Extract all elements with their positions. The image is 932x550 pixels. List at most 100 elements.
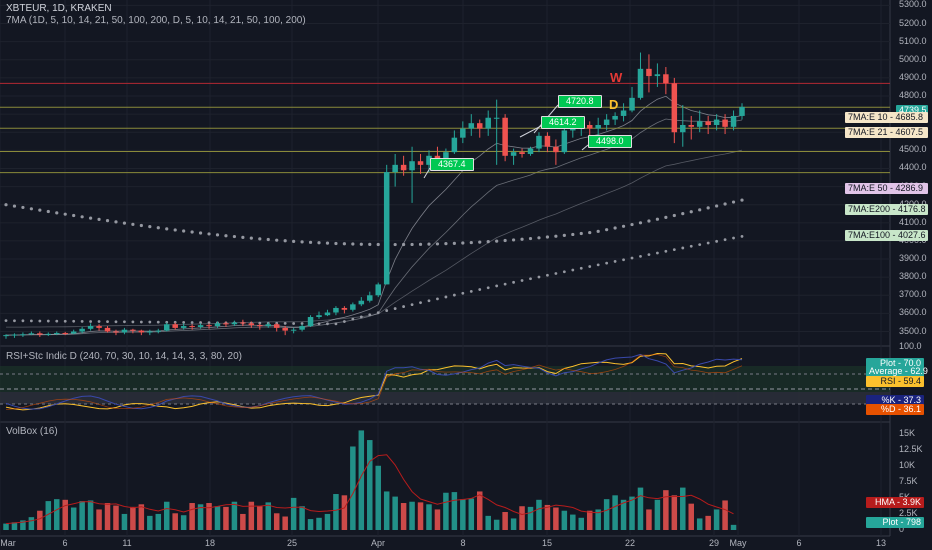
ma-e100-dot (486, 286, 490, 290)
price-tag: 7MA:E 10 - 4685.8 (845, 112, 928, 123)
volume-bar (620, 499, 627, 530)
stoch-d-line (5, 354, 743, 410)
volume-bar (578, 517, 585, 530)
ma-e100-dot (596, 263, 600, 267)
ma-e100-dot (258, 321, 262, 325)
volume-bar (37, 510, 43, 530)
ma-e100-dot (359, 315, 363, 319)
ma-e100-dot (114, 320, 118, 324)
ma-e100-dot (529, 277, 532, 281)
ma-e100-dot (613, 260, 617, 263)
ma-e200-dot (351, 242, 355, 246)
volume-bar (104, 503, 111, 530)
ma-e100-dot (139, 320, 143, 324)
ma-e100-dot (630, 256, 634, 260)
ma-e100-dot (97, 320, 101, 323)
volume-bar (460, 499, 466, 530)
symbol-title: XBTEUR, 1D, KRAKEN (6, 3, 112, 14)
volume-bar (231, 501, 238, 530)
candle-body (223, 323, 229, 325)
price-tag: 7MA:E 50 - 4286.9 (845, 183, 928, 194)
volume-bar (206, 503, 212, 530)
price-tick-label: 4100.0 (899, 216, 927, 227)
time-tick-label: 6 (796, 538, 802, 548)
volume-bar (493, 519, 500, 530)
candle-body (468, 123, 475, 129)
ma-e200-dot (647, 219, 651, 223)
candle-body (493, 117, 500, 119)
ma-e200-dot (139, 223, 143, 228)
volume-bar (663, 490, 669, 530)
ma-e200-dot (165, 227, 169, 231)
volume-bar (502, 512, 508, 530)
ma-e100-dot (80, 319, 84, 323)
candle-body (485, 117, 491, 129)
ma-e100-dot (410, 303, 414, 307)
volume-bar (705, 515, 711, 530)
price-annotation[interactable]: 4720.8 (558, 95, 602, 108)
volume-bar (333, 494, 339, 530)
candle-body (392, 164, 398, 173)
price-tick-label: 4900.0 (899, 71, 927, 82)
candle-body (527, 148, 534, 154)
candle-body (265, 324, 272, 327)
ma-e200-dot (655, 217, 660, 221)
volume-bar (223, 506, 229, 530)
price-tick-label: 5200.0 (899, 17, 927, 28)
ma-e200-dot (376, 242, 380, 247)
time-tick-label: 25 (286, 538, 298, 548)
price-annotation[interactable]: 4498.0 (588, 135, 632, 148)
candle-body (350, 304, 356, 310)
volume-bar (299, 506, 305, 530)
ma-e100-dot (444, 295, 448, 299)
ma-e200-dot (435, 242, 440, 246)
ma-e200-dot (63, 212, 67, 216)
ma-e100-dot (605, 261, 609, 265)
price-tick-label: 3700.0 (899, 289, 927, 300)
ma-e200-dot (12, 204, 17, 208)
ma-e200-dot (562, 233, 566, 237)
price-tick-label: 4400.0 (899, 162, 927, 173)
candle-body (37, 333, 43, 335)
ma-e100-dot (368, 313, 372, 317)
volume-bar (400, 503, 407, 530)
volume-tick-label: 12.5K (899, 443, 923, 454)
candle-body (231, 322, 238, 325)
ma-e100-dot (537, 275, 541, 279)
ma-e100-dot (520, 279, 524, 282)
volume-bar (96, 509, 102, 530)
ma-e100-dot (512, 280, 515, 284)
volume-bar (350, 446, 356, 530)
ma-e100-dot (207, 321, 211, 325)
ma-e100-dot (63, 319, 67, 323)
ma-e100-dot (546, 273, 549, 277)
volume-bar (375, 465, 381, 530)
volume-bar (367, 440, 373, 530)
candle-body (705, 121, 711, 125)
candle-body (367, 295, 373, 301)
ma-e200-dot (215, 233, 220, 237)
candle-body (502, 117, 508, 156)
ma-e200-dot (249, 236, 253, 240)
ma-e100-dot (385, 309, 389, 312)
volume-bar (671, 495, 678, 530)
price-annotation[interactable]: 4614.2 (541, 116, 585, 129)
volume-bar (730, 524, 737, 530)
ma-e200-dot (706, 206, 710, 210)
candle-body (544, 135, 551, 147)
ma-e100-dot (156, 320, 160, 324)
volume-bar (595, 509, 601, 530)
volume-bar (265, 502, 272, 530)
ma-e200-dot (731, 200, 736, 204)
candle-body (646, 68, 652, 77)
candle-body (138, 330, 145, 333)
candle-body (172, 324, 178, 328)
candle-body (561, 130, 568, 153)
volume-bar (282, 516, 288, 530)
ma-e200-dot (4, 203, 8, 207)
price-annotation[interactable]: 4367.4 (430, 158, 474, 171)
ma-e100-dot (72, 319, 76, 323)
price-tag: 7MA:E200 - 4176.8 (845, 204, 928, 215)
